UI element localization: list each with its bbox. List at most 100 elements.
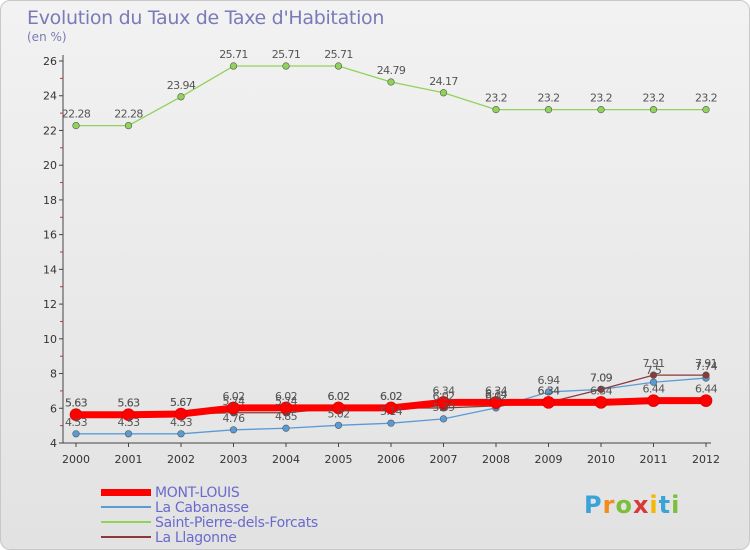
- data-label: 6.14: [485, 388, 508, 401]
- legend-swatch: [101, 521, 151, 523]
- data-point: [649, 378, 658, 386]
- data-point: [177, 430, 185, 438]
- data-label: 5.63: [65, 397, 88, 410]
- legend-label: Saint-Pierre-dels-Forcats: [155, 515, 318, 531]
- x-tick-label: 2007: [430, 453, 458, 466]
- data-label: 7.09: [590, 371, 613, 384]
- data-point: [229, 426, 238, 434]
- data-label: 5.67: [170, 396, 193, 409]
- x-tick-label: 2003: [220, 453, 248, 466]
- legend-swatch: [101, 506, 151, 508]
- data-point: [702, 371, 710, 379]
- data-point: [702, 106, 710, 114]
- x-tick-label: 2012: [692, 453, 720, 466]
- x-tick-label: 2001: [115, 453, 143, 466]
- logo-letter: r: [602, 491, 616, 519]
- y-tick-label: 12: [43, 298, 57, 311]
- y-tick-label: 22: [43, 124, 57, 137]
- data-label: 6.44: [642, 383, 665, 396]
- data-label: 7.74: [695, 360, 718, 373]
- data-label: 23.2: [537, 92, 559, 105]
- data-label: 5.63: [117, 397, 140, 410]
- data-label: 6.34: [537, 384, 560, 397]
- data-point: [647, 394, 660, 407]
- logo-letter: i: [671, 491, 681, 519]
- data-label: 6.34: [485, 384, 508, 397]
- proxiti-logo: Proxiti: [584, 491, 680, 519]
- data-point: [332, 401, 345, 415]
- data-label: 4.53: [65, 416, 88, 429]
- data-point: [649, 371, 658, 379]
- data-point: [699, 394, 713, 407]
- data-label: 5.39: [432, 401, 455, 414]
- data-label: 4.53: [170, 416, 193, 429]
- data-point: [384, 401, 398, 415]
- chart-subtitle: (en %): [27, 30, 67, 44]
- data-point: [282, 62, 290, 70]
- data-label: 6.02: [485, 390, 507, 403]
- data-label: 4.85: [275, 410, 298, 423]
- legend-swatch: [101, 489, 151, 496]
- data-point: [72, 121, 80, 130]
- y-tick-label: 14: [43, 263, 57, 276]
- x-tick-label: 2011: [640, 453, 668, 466]
- data-label: 6.34: [537, 384, 560, 397]
- logo-letter: x: [632, 491, 650, 519]
- data-label: 7.91: [695, 357, 717, 370]
- data-label: 22.28: [62, 108, 91, 121]
- y-tick-label: 10: [43, 333, 57, 346]
- logo-letter: i: [649, 491, 659, 519]
- data-point: [439, 415, 448, 423]
- data-label: 5.14: [380, 405, 403, 418]
- data-label: 6.02: [380, 390, 402, 403]
- data-point: [282, 424, 290, 432]
- data-label: 5.02: [327, 407, 349, 420]
- logo-letter: P: [584, 491, 603, 519]
- data-label: 6.44: [695, 383, 718, 396]
- data-label: 7.91: [642, 357, 664, 370]
- legend-swatch: [101, 536, 151, 538]
- y-tick-label: 8: [50, 368, 57, 381]
- y-tick-label: 26: [43, 55, 57, 68]
- data-label: 6.02: [327, 390, 349, 403]
- legend-label: La Llagonne: [155, 530, 237, 546]
- y-tick-label: 4: [50, 437, 57, 450]
- data-label: 23.2: [590, 92, 612, 105]
- data-label: 5.63: [65, 397, 88, 410]
- data-point: [489, 396, 503, 409]
- data-point: [124, 430, 133, 438]
- data-label: 23.2: [695, 92, 717, 105]
- data-point: [124, 121, 133, 130]
- data-point: [594, 396, 608, 409]
- data-point: [122, 408, 135, 421]
- data-point: [649, 106, 658, 114]
- data-label: 25.71: [324, 48, 353, 61]
- data-point: [542, 396, 555, 409]
- x-tick-label: 2006: [377, 453, 405, 466]
- data-label: 6.34: [432, 384, 455, 397]
- legend-label: MONT-LOUIS: [155, 485, 240, 501]
- data-label: 6.02: [327, 390, 349, 403]
- x-tick-label: 2004: [272, 453, 300, 466]
- data-point: [597, 106, 605, 114]
- data-label: 6.02: [380, 390, 402, 403]
- chart-title: Evolution du Taux de Taxe d'Habitation: [27, 7, 385, 29]
- data-point: [334, 421, 343, 429]
- data-label: 23.94: [167, 79, 196, 92]
- x-tick-label: 2010: [587, 453, 615, 466]
- data-point: [544, 388, 553, 396]
- data-point: [544, 106, 553, 114]
- data-label: 25.71: [272, 48, 301, 61]
- data-label: 5.63: [117, 397, 140, 410]
- data-label: 6.02: [432, 390, 454, 403]
- data-label: 6.94: [537, 374, 560, 387]
- data-label: 4.53: [117, 416, 140, 429]
- x-tick-label: 2008: [482, 453, 510, 466]
- data-label: 5.67: [170, 396, 193, 409]
- data-point: [439, 89, 448, 97]
- y-tick-label: 16: [43, 229, 57, 242]
- data-point: [334, 62, 343, 70]
- data-label: 5.74: [222, 395, 245, 408]
- logo-letter: o: [615, 491, 633, 519]
